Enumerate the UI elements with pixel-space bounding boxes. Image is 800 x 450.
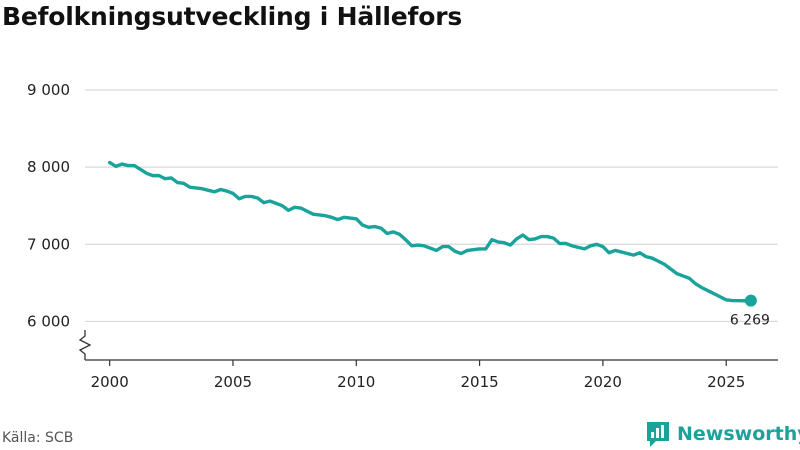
y-tick-label: 8 000	[27, 158, 70, 176]
x-tick-label: 2005	[214, 373, 252, 391]
x-axis	[78, 330, 778, 361]
source-note: Källa: SCB	[2, 430, 74, 446]
end-value-label: 6 269	[730, 313, 770, 329]
y-axis-break-icon	[78, 330, 92, 360]
x-axis-ticks: 2000 2005 2010 2015 2020 2025	[91, 360, 745, 391]
x-tick-label: 2020	[584, 373, 622, 391]
x-tick-label: 2025	[707, 373, 745, 391]
chart-title: Befolkningsutveckling i Hällefors	[2, 2, 463, 31]
y-tick-label: 6 000	[27, 312, 70, 330]
newsworthy-logo-icon	[647, 422, 669, 447]
y-tick-label: 7 000	[27, 235, 70, 253]
x-tick-label: 2000	[91, 373, 129, 391]
x-tick-label: 2015	[460, 373, 498, 391]
series-line-befolkning	[107, 160, 753, 303]
y-tick-label: 9 000	[27, 81, 70, 99]
grid-lines	[85, 89, 778, 323]
brand-name: Newsworthy	[677, 423, 800, 445]
y-axis-labels: 6 000 7 000 8 000 9 000	[27, 81, 70, 330]
brand-logo: Newsworthy	[645, 420, 800, 448]
x-tick-label: 2010	[337, 373, 375, 391]
end-point-marker	[744, 294, 757, 307]
